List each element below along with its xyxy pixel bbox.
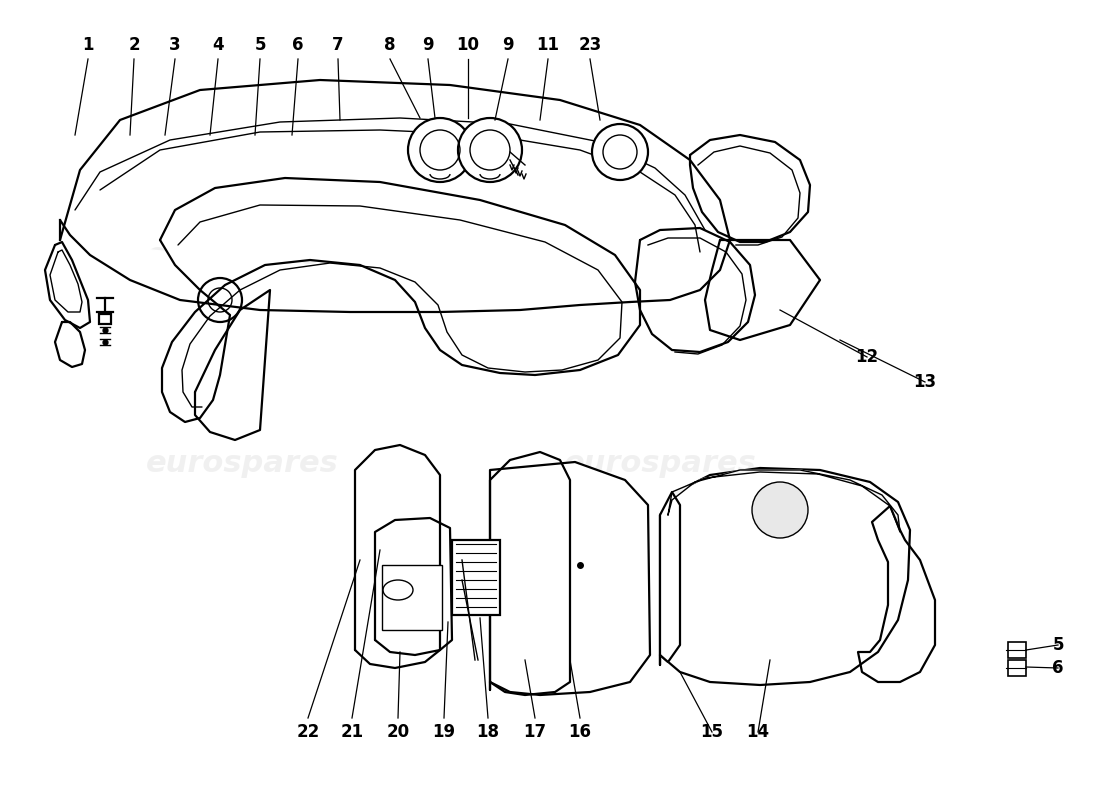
Polygon shape [490, 462, 650, 695]
Circle shape [408, 118, 472, 182]
Text: eurospares: eurospares [563, 450, 757, 478]
Text: 15: 15 [701, 723, 724, 741]
Text: 21: 21 [340, 723, 364, 741]
Text: 5: 5 [254, 36, 266, 54]
Text: 2: 2 [129, 36, 140, 54]
Circle shape [752, 482, 808, 538]
Text: 13: 13 [913, 373, 936, 391]
Text: eurospares: eurospares [145, 242, 339, 270]
Polygon shape [690, 135, 810, 242]
Circle shape [458, 118, 522, 182]
Polygon shape [375, 518, 452, 655]
Text: 18: 18 [476, 723, 499, 741]
Text: eurospares: eurospares [563, 242, 757, 270]
Text: 22: 22 [296, 723, 320, 741]
Text: 14: 14 [747, 723, 770, 741]
Polygon shape [55, 322, 85, 367]
Text: 23: 23 [579, 36, 602, 54]
Circle shape [592, 124, 648, 180]
Text: 17: 17 [524, 723, 547, 741]
Bar [99, 314, 111, 324]
Text: eurospares: eurospares [145, 450, 339, 478]
Polygon shape [660, 468, 910, 685]
Polygon shape [45, 242, 90, 328]
Polygon shape [668, 470, 900, 532]
Polygon shape [490, 452, 570, 695]
Text: 8: 8 [384, 36, 396, 54]
Text: 1: 1 [82, 36, 94, 54]
Bar [452, 540, 500, 615]
Text: 19: 19 [432, 723, 455, 741]
Text: 9: 9 [503, 36, 514, 54]
Polygon shape [705, 240, 820, 340]
Polygon shape [195, 290, 270, 440]
Text: 7: 7 [332, 36, 344, 54]
Text: 3: 3 [169, 36, 180, 54]
Polygon shape [50, 250, 82, 312]
Polygon shape [635, 228, 755, 352]
Bar [1008, 642, 1026, 658]
Text: 11: 11 [537, 36, 560, 54]
Text: 6: 6 [1053, 659, 1064, 677]
Polygon shape [60, 80, 730, 312]
Polygon shape [660, 492, 680, 662]
Polygon shape [858, 506, 935, 682]
Bar [1008, 660, 1026, 676]
Text: 9: 9 [422, 36, 433, 54]
Text: 6: 6 [293, 36, 304, 54]
Text: 5: 5 [1053, 636, 1064, 654]
Text: 4: 4 [212, 36, 223, 54]
Text: 16: 16 [569, 723, 592, 741]
Text: 20: 20 [386, 723, 409, 741]
Text: 10: 10 [456, 36, 480, 54]
Bar [382, 565, 442, 630]
Text: 12: 12 [856, 348, 879, 366]
Polygon shape [160, 178, 640, 422]
Polygon shape [355, 445, 440, 668]
